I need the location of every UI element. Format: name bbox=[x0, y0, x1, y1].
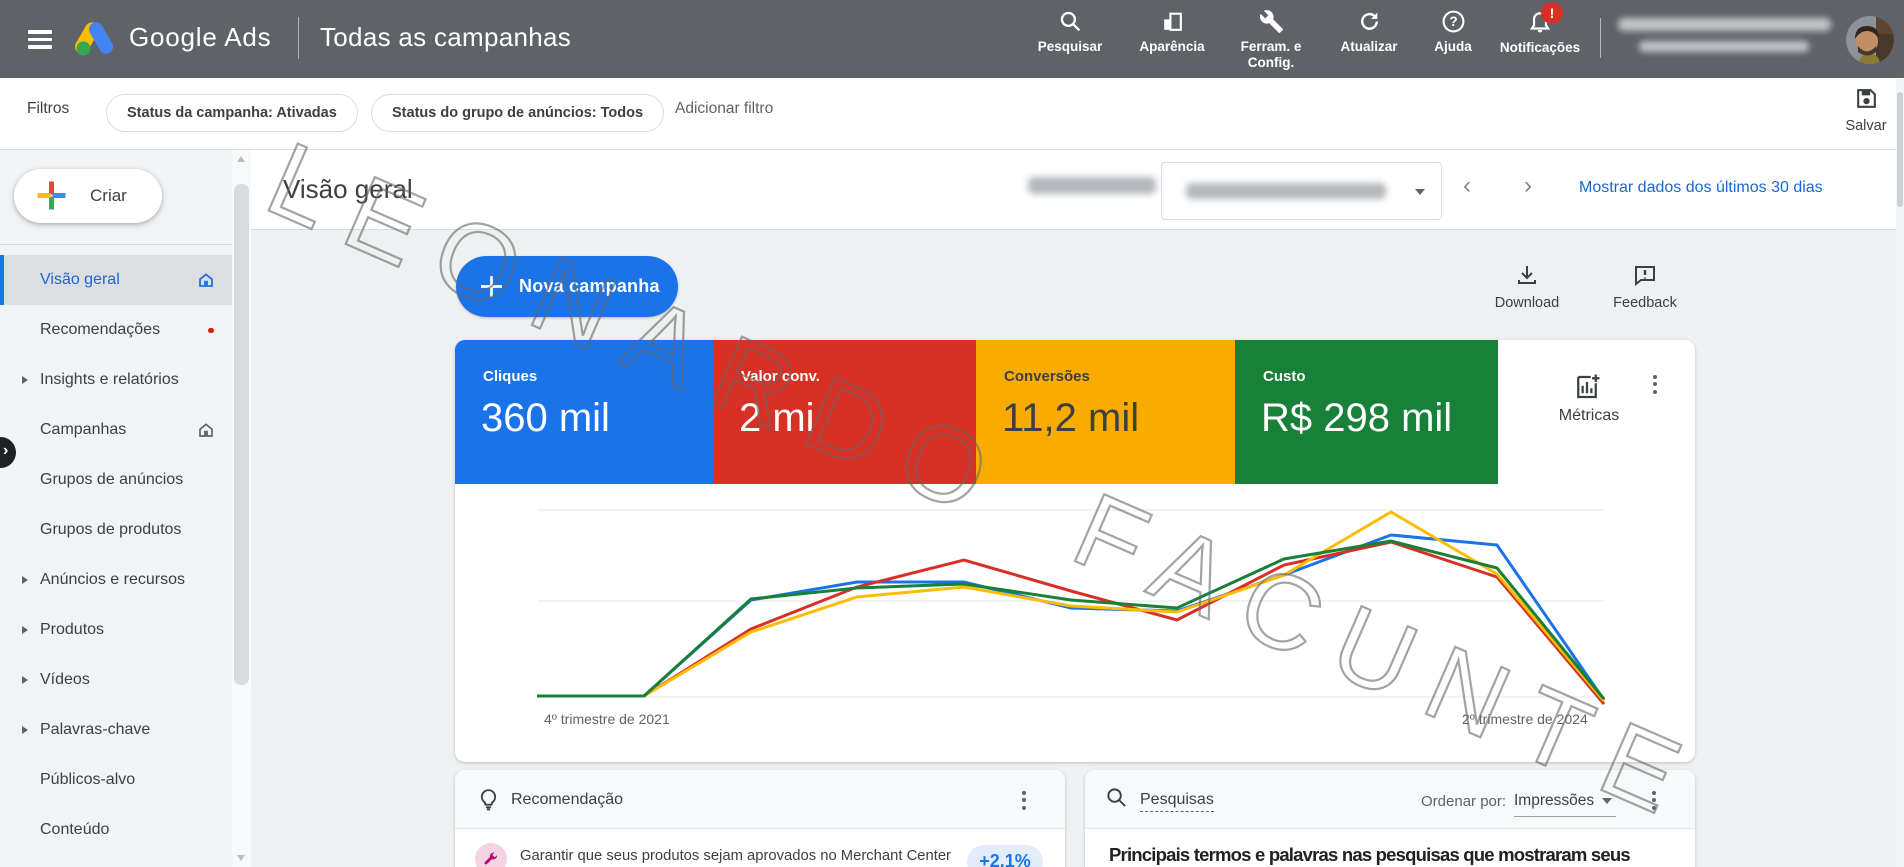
svg-text:?: ? bbox=[1449, 14, 1457, 29]
